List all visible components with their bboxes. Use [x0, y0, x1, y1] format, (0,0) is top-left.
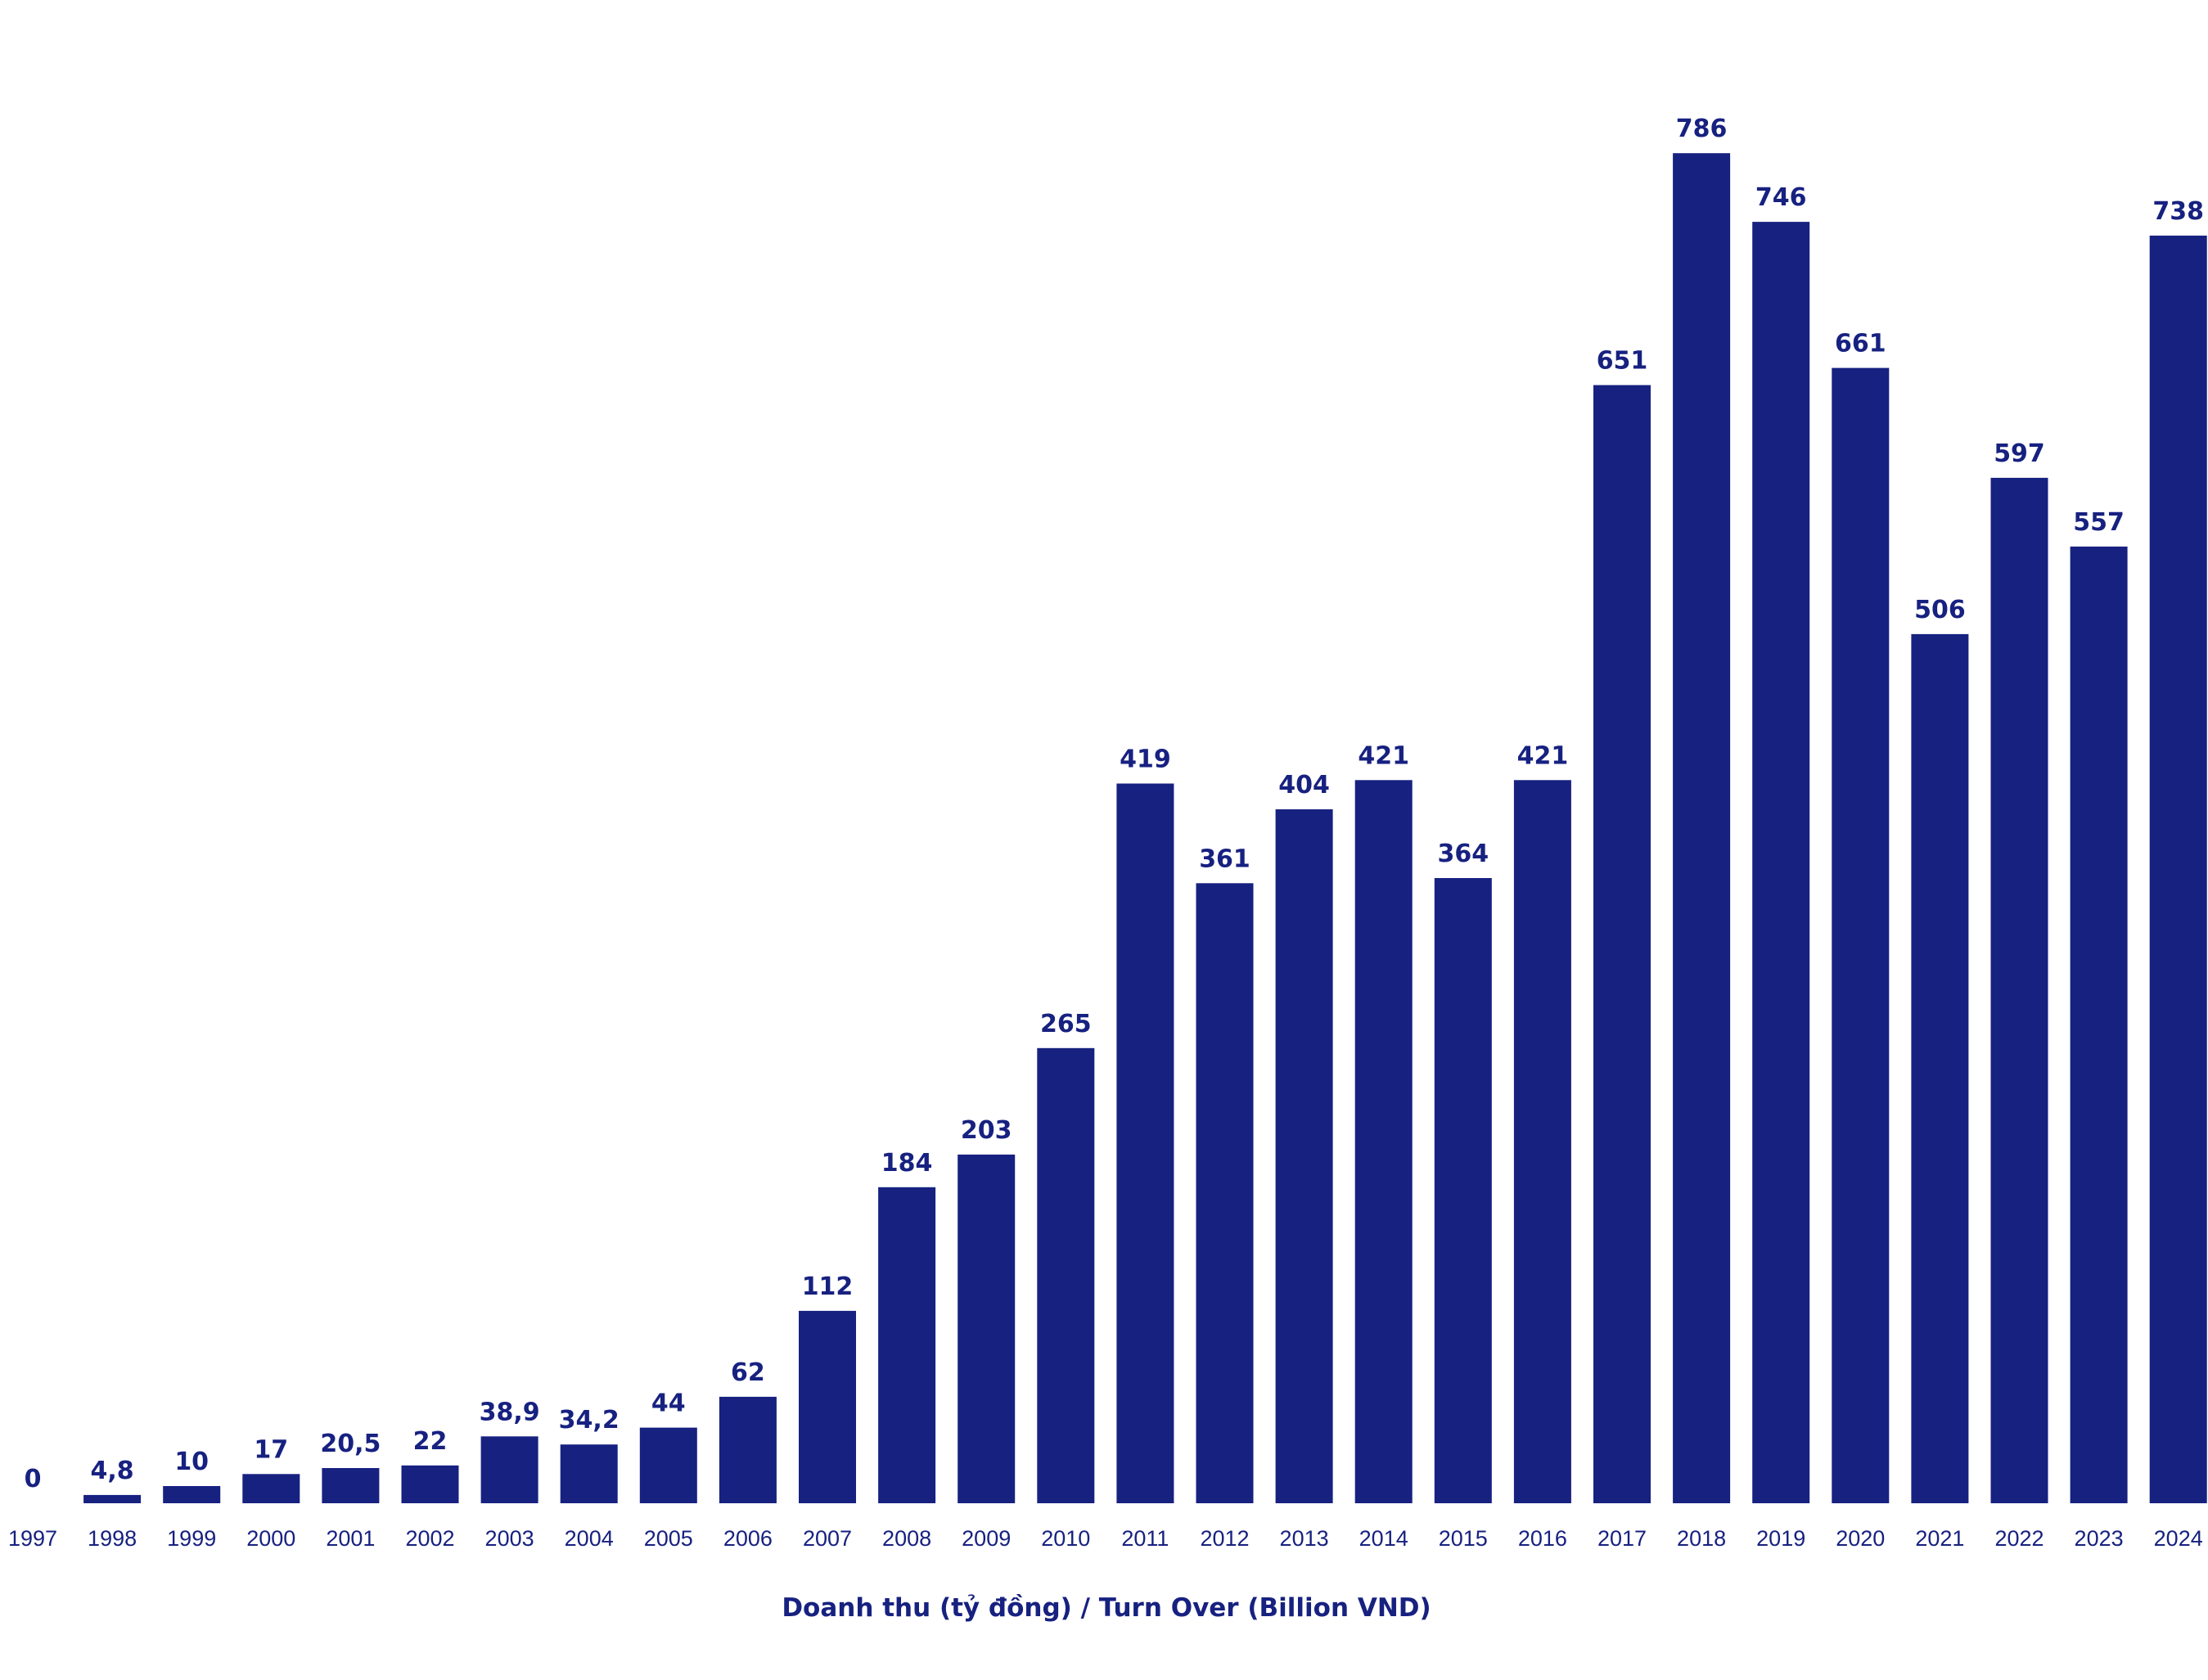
value-label-2021: 506: [1914, 596, 1966, 624]
bars-group: [83, 153, 2207, 1504]
value-label-1997: 0: [25, 1465, 42, 1493]
bar-2007: [799, 1310, 856, 1503]
x-tick-label-2010: 2010: [1041, 1526, 1090, 1551]
x-tick-label-2024: 2024: [2154, 1526, 2203, 1551]
x-tick-label-1998: 1998: [88, 1526, 137, 1551]
value-label-2020: 661: [1835, 330, 1886, 358]
bar-1999: [163, 1486, 221, 1503]
value-label-1998: 4,8: [91, 1457, 134, 1485]
x-tick-label-2021: 2021: [1915, 1526, 1964, 1551]
value-label-1999: 10: [174, 1448, 209, 1476]
bar-2022: [1990, 477, 2048, 1503]
x-axis-title: Doanh thu (tỷ đồng) / Turn Over (Billion…: [782, 1593, 1431, 1623]
x-tick-label-2013: 2013: [1280, 1526, 1329, 1551]
bar-2010: [1037, 1047, 1095, 1503]
x-tick-label-2011: 2011: [1121, 1526, 1169, 1551]
x-tick-label-2003: 2003: [485, 1526, 534, 1551]
x-tick-label-1997: 1997: [8, 1526, 57, 1551]
value-label-2000: 17: [254, 1435, 288, 1464]
x-tick-label-2004: 2004: [565, 1526, 614, 1551]
value-label-2022: 597: [1994, 439, 2045, 468]
bar-2021: [1911, 633, 1969, 1503]
value-label-2017: 651: [1597, 347, 1648, 376]
x-tick-label-2002: 2002: [405, 1526, 454, 1551]
value-label-2006: 62: [731, 1358, 765, 1387]
value-label-2018: 786: [1676, 115, 1728, 143]
bar-2017: [1593, 385, 1651, 1504]
value-label-2004: 34,2: [559, 1406, 620, 1435]
value-label-2007: 112: [802, 1272, 854, 1301]
value-label-2024: 738: [2152, 197, 2204, 226]
value-label-2009: 203: [961, 1116, 1012, 1145]
value-label-2001: 20,5: [320, 1430, 381, 1458]
x-tick-label-2012: 2012: [1200, 1526, 1249, 1551]
bar-2020: [1832, 367, 1890, 1504]
value-label-2015: 364: [1437, 840, 1489, 868]
bar-2008: [878, 1187, 936, 1503]
x-tick-label-2016: 2016: [1518, 1526, 1567, 1551]
bar-1998: [83, 1494, 142, 1503]
bar-2013: [1275, 809, 1333, 1503]
x-tick-label-2017: 2017: [1597, 1526, 1647, 1551]
x-tick-label-2019: 2019: [1756, 1526, 1805, 1551]
value-label-2010: 265: [1040, 1010, 1092, 1038]
x-tick-label-2001: 2001: [326, 1526, 375, 1551]
x-tick-label-2020: 2020: [1836, 1526, 1885, 1551]
bar-2001: [322, 1468, 380, 1503]
value-label-2008: 184: [881, 1149, 933, 1178]
x-tick-label-2009: 2009: [962, 1526, 1011, 1551]
x-tick-label-2000: 2000: [246, 1526, 295, 1551]
value-labels-group: 0 4,8 10 17 20,5 22 38,9 34,2 44 62 112 184 203 265 41…: [25, 115, 2204, 1493]
value-label-2005: 44: [651, 1389, 686, 1418]
bar-2018: [1673, 153, 1731, 1504]
x-tick-labels-group: 1997 1998 1999 2000 2001 2002 2003 2004 2005 2006…: [8, 1526, 2203, 1551]
bar-2016: [1513, 780, 1571, 1503]
x-tick-label-2014: 2014: [1359, 1526, 1408, 1551]
value-label-2014: 421: [1358, 741, 1409, 770]
bar-2023: [2070, 546, 2128, 1503]
bar-2019: [1752, 222, 1810, 1504]
bar-2012: [1196, 883, 1254, 1503]
x-tick-label-2007: 2007: [803, 1526, 852, 1551]
bar-2005: [639, 1427, 697, 1503]
bar-2003: [480, 1436, 538, 1503]
bar-2004: [560, 1444, 618, 1503]
x-tick-label-2005: 2005: [644, 1526, 693, 1551]
bar-2015: [1434, 878, 1492, 1503]
x-tick-label-2008: 2008: [882, 1526, 931, 1551]
bar-2011: [1116, 783, 1174, 1503]
x-tick-label-2018: 2018: [1677, 1526, 1726, 1551]
x-tick-label-2015: 2015: [1439, 1526, 1488, 1551]
value-label-2012: 361: [1199, 845, 1250, 873]
bar-2009: [958, 1154, 1016, 1503]
x-tick-label-1999: 1999: [167, 1526, 216, 1551]
value-label-2002: 22: [413, 1427, 448, 1456]
x-tick-label-2006: 2006: [723, 1526, 773, 1551]
value-label-2019: 746: [1755, 183, 1807, 212]
value-label-2013: 404: [1278, 771, 1330, 799]
bar-2002: [401, 1465, 459, 1503]
value-label-2003: 38,9: [480, 1398, 540, 1426]
bar-2006: [719, 1396, 777, 1503]
bar-2000: [242, 1474, 300, 1503]
value-label-2011: 419: [1120, 745, 1171, 774]
value-label-2016: 421: [1517, 741, 1569, 770]
value-label-2023: 557: [2073, 508, 2125, 537]
x-tick-label-2022: 2022: [1994, 1526, 2044, 1551]
x-tick-label-2023: 2023: [2075, 1526, 2124, 1551]
bar-2024: [2149, 235, 2207, 1503]
bar-2014: [1354, 780, 1413, 1503]
